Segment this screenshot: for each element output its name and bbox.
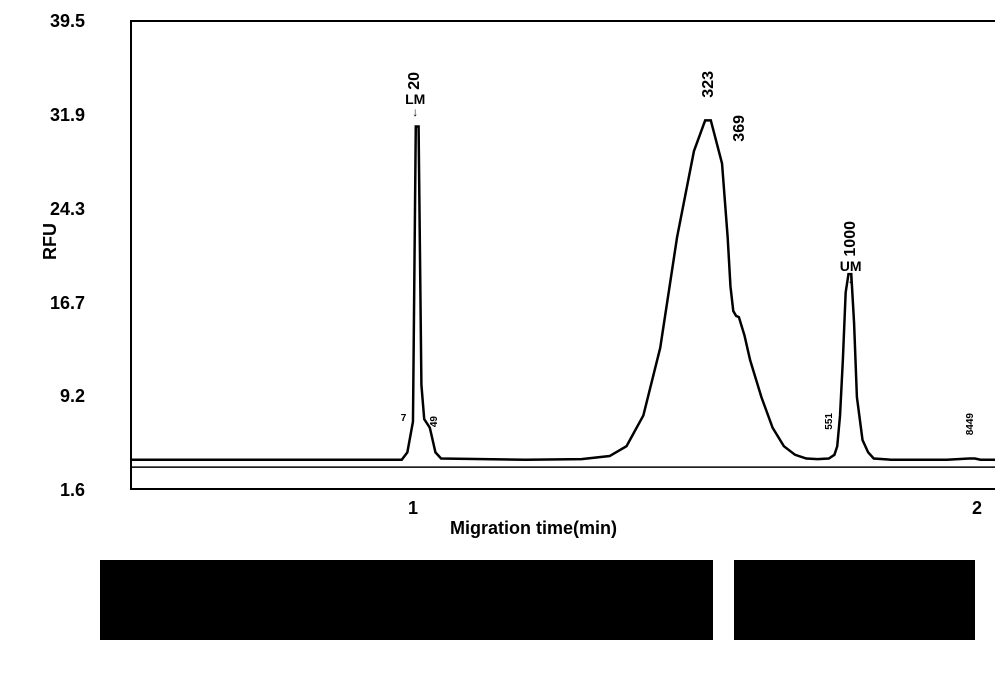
electropherogram-trace — [132, 120, 995, 459]
peak-sublabel: 20 — [407, 72, 423, 90]
minor-peak-label: 551 — [824, 413, 835, 430]
y-tick-4: 31.9 — [25, 105, 85, 126]
y-axis-label: RFU — [40, 223, 61, 260]
gel-strip-1 — [734, 560, 975, 640]
x-tick-0: 1 — [408, 498, 418, 519]
peak-label-text: LM — [405, 92, 425, 106]
minor-peak-label: 49 — [429, 416, 440, 427]
minor-peak-label: 7 — [401, 413, 407, 424]
peak-label-323: 323 — [700, 71, 718, 98]
peak-label-text: UM — [840, 259, 862, 273]
plot-area: 20LM↓3233691000UM↓7495518449 — [130, 20, 995, 490]
x-tick-1: 2 — [972, 498, 982, 519]
trace-svg — [132, 22, 995, 488]
gel-strip-0 — [100, 560, 713, 640]
x-axis-label: Migration time(min) — [450, 518, 617, 539]
peak-marker-lm: 20 LM↓ — [405, 72, 425, 118]
y-tick-5: 39.5 — [25, 11, 85, 32]
peak-sublabel: 1000 — [843, 221, 859, 257]
y-tick-3: 24.3 — [25, 199, 85, 220]
y-tick-0: 1.6 — [25, 480, 85, 501]
gel-lane — [100, 560, 975, 640]
down-arrow-icon: ↓ — [405, 106, 425, 118]
peak-marker-um: 1000 UM↓ — [840, 221, 862, 285]
y-tick-2: 16.7 — [25, 293, 85, 314]
peak-label-369: 369 — [731, 115, 749, 142]
down-arrow-icon: ↓ — [840, 273, 862, 285]
minor-peak-label: 8449 — [965, 413, 976, 435]
electropherogram-chart: RFU Migration time(min) 1.6 9.2 16.7 24.… — [30, 0, 990, 540]
y-tick-1: 9.2 — [25, 386, 85, 407]
